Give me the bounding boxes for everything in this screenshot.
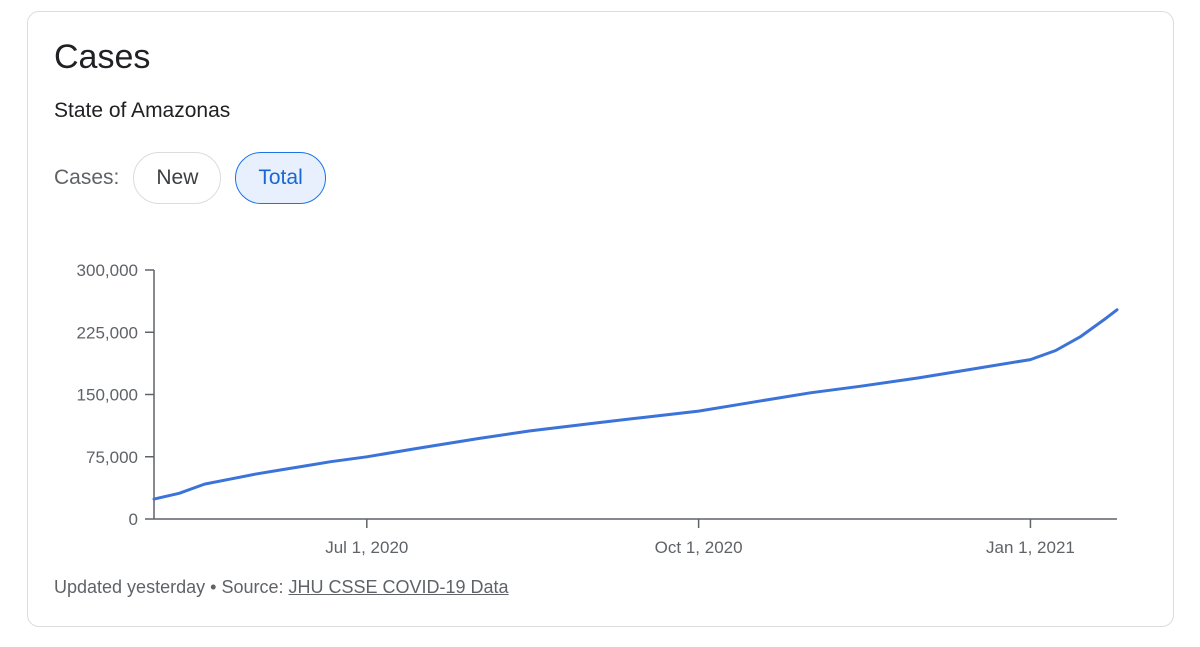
toggle-label: Cases: — [54, 166, 120, 189]
footer: Updated yesterday • Source: JHU CSSE COV… — [54, 578, 509, 596]
x-tick-label: Jul 1, 2020 — [325, 538, 408, 557]
y-axis: 0 75,000 150,000 225,000 300,000 — [77, 261, 155, 529]
x-axis: Jul 1, 2020 Oct 1, 2020 Jan 1, 2021 — [154, 518, 1117, 557]
y-tick-label: 225,000 — [77, 323, 138, 342]
y-tick-label: 300,000 — [77, 261, 138, 280]
footer-separator: • — [210, 577, 217, 597]
x-tick-label: Jan 1, 2021 — [986, 538, 1075, 557]
y-tick-label: 150,000 — [77, 386, 138, 405]
total-cases-line — [152, 308, 1119, 501]
source-link[interactable]: JHU CSSE COVID-19 Data — [288, 577, 509, 597]
x-tick-label: Oct 1, 2020 — [655, 538, 743, 557]
updated-text: Updated yesterday — [54, 577, 206, 597]
source-label: Source: — [221, 577, 284, 597]
card-subtitle: State of Amazonas — [54, 99, 231, 122]
cases-toggle: Cases: New Total — [54, 152, 340, 204]
y-tick-label: 75,000 — [86, 448, 138, 467]
new-cases-chip[interactable]: New — [133, 152, 222, 204]
cases-card: Cases State of Amazonas Cases: New Total… — [27, 11, 1174, 627]
cases-line-chart[interactable]: 0 75,000 150,000 225,000 300,000 Jul 1, 2020… — [28, 12, 1175, 628]
card-title: Cases — [54, 38, 151, 76]
total-cases-chip[interactable]: Total — [235, 152, 326, 204]
series-layer — [152, 308, 1119, 501]
y-tick-label: 0 — [129, 510, 138, 529]
